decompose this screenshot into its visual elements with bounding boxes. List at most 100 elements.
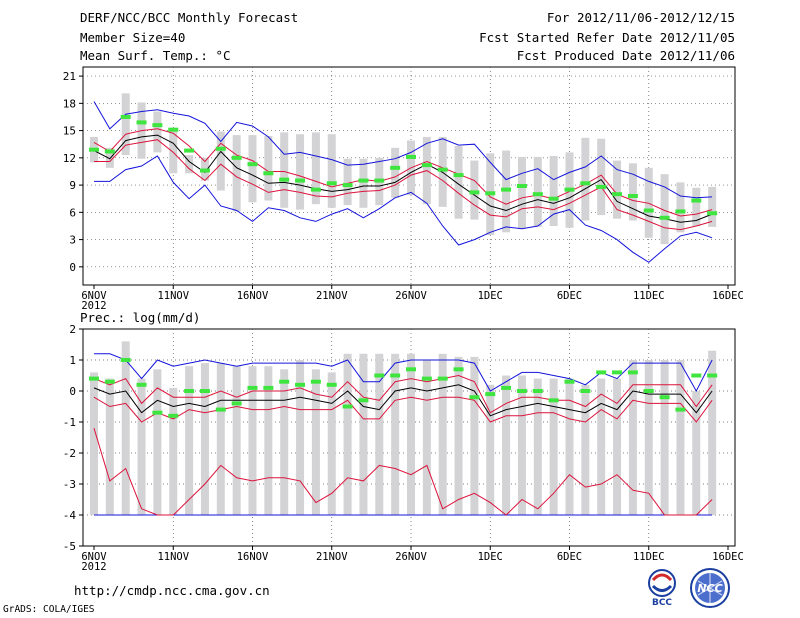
source-url: http://cmdp.ncc.cma.gov.cn: [74, 583, 270, 598]
precipitation-observed-mark: [326, 382, 337, 387]
precipitation-observed-mark: [659, 395, 670, 400]
precipitation-observed-mark: [532, 389, 543, 393]
temperature-y-tick-label: 18: [63, 97, 76, 110]
precipitation-observed-mark: [469, 395, 480, 400]
temperature-observed-mark: [596, 184, 607, 189]
precipitation-observed-mark: [406, 367, 416, 372]
precipitation-ensemble-bar: [438, 353, 447, 515]
temperature-observed-mark: [691, 198, 702, 203]
precipitation-observed-mark: [548, 398, 559, 403]
temperature-y-tick-label: 3: [69, 234, 76, 247]
temperature-ensemble-bar: [185, 155, 194, 174]
precipitation-observed-mark: [136, 382, 147, 387]
precipitation-observed-mark: [152, 410, 163, 415]
temperature-panel: 0 3 6 9 12 15 18 21 6NOV 11NOV 16NOV 21NOV 26NOV 1DEC…: [63, 66, 744, 312]
precipitation-x-tick-label: 16DEC: [712, 551, 744, 563]
precipitation-observed-mark: [310, 379, 321, 384]
temperature-observed-mark: [152, 123, 163, 128]
precipitation-ensemble-bar: [644, 360, 653, 515]
temperature-observed-mark: [295, 178, 306, 183]
temperature-ensemble-bar: [628, 163, 637, 221]
temperature-observed-mark: [501, 187, 512, 192]
temperature-observed-mark: [548, 196, 559, 201]
precipitation-ensemble-bar: [343, 353, 352, 515]
temperature-observed-mark: [390, 165, 401, 170]
precipitation-observed-mark: [691, 373, 702, 378]
temperature-ensemble-bar: [343, 158, 352, 206]
precipitation-observed-mark: [627, 370, 638, 375]
temperature-observed-mark: [310, 187, 321, 192]
precipitation-x-tick-label: 1DEC: [478, 551, 503, 563]
temperature-observed-mark: [659, 215, 670, 220]
temperature-observed-mark: [406, 154, 416, 159]
temperature-observed-mark: [326, 181, 337, 186]
precipitation-panel-title: Prec.: log(mm/d): [80, 310, 201, 325]
temperature-ensemble-mean-line: [93, 134, 713, 223]
precipitation-observed-mark: [707, 373, 718, 378]
temperature-ensemble-bar: [549, 156, 558, 226]
temperature-observed-mark: [421, 163, 432, 168]
precipitation-observed-mark: [120, 358, 131, 362]
temperature-observed-mark: [168, 127, 179, 132]
temperature-ensemble-bar: [327, 134, 336, 208]
precipitation-observed-mark: [215, 407, 226, 412]
precipitation-x-tick-label: 16NOV: [237, 551, 269, 563]
temperature-ensemble-bar: [264, 136, 273, 201]
temperature-ensemble-bar: [613, 160, 622, 219]
precipitation-observed-mark: [358, 398, 369, 403]
precipitation-observed-mark: [421, 376, 432, 381]
precipitation-observed-mark: [89, 376, 99, 381]
variable-label: Mean Surf. Temp.: °C: [80, 48, 231, 63]
precipitation-ensemble-bar: [264, 366, 273, 515]
member-size-label: Member Size=40: [80, 30, 186, 45]
temperature-observed-mark: [231, 155, 242, 160]
temperature-y-tick-label: 12: [63, 152, 76, 165]
temperature-x-tick-label: 11NOV: [157, 290, 189, 302]
temperature-x-tick-label: 1DEC: [478, 290, 503, 302]
temperature-observed-mark: [516, 183, 527, 188]
temperature-max-line: [93, 101, 713, 199]
temperature-ensemble-bar: [597, 138, 606, 216]
temperature-observed-mark: [89, 147, 99, 152]
temperature-ensemble-bar: [216, 131, 225, 191]
precipitation-observed-mark: [374, 373, 385, 378]
precipitation-y-tick-label: -5: [63, 540, 76, 553]
precipitation-y-tick-label: 0: [69, 385, 76, 398]
precipitation-ensemble-bar: [216, 363, 225, 515]
precipitation-x-tick-label: 26NOV: [395, 551, 427, 563]
precipitation-x-tick-label: 11DEC: [633, 551, 665, 563]
temperature-observed-mark: [707, 211, 718, 216]
precipitation-ensemble-bar: [153, 369, 162, 515]
temperature-observed-mark: [627, 193, 638, 198]
precipitation-ensemble-bar: [708, 350, 717, 515]
temperature-ensemble-bar: [311, 132, 320, 205]
temperature-ensemble-bar: [391, 147, 400, 198]
precipitation-ensemble-bar: [311, 369, 320, 515]
temperature-x-tick-label: 16NOV: [237, 290, 269, 302]
temperature-observed-mark: [247, 162, 258, 167]
precipitation-ensemble-bar: [296, 360, 305, 515]
precipitation-y-tick-label: 2: [69, 323, 76, 336]
temperature-y-tick-label: 9: [69, 179, 76, 192]
bcc-logo-icon: BCC: [648, 569, 676, 607]
precipitation-observed-mark: [231, 401, 242, 406]
precipitation-observed-mark: [279, 379, 290, 384]
svg-text:BCC: BCC: [652, 598, 672, 607]
temperature-observed-mark: [453, 173, 464, 178]
precipitation-observed-mark: [199, 389, 210, 393]
precipitation-observed-mark: [596, 370, 607, 375]
precipitation-observed-mark: [342, 404, 353, 409]
temperature-ensemble-bar: [454, 146, 463, 219]
temperature-ensemble-bar: [470, 160, 479, 220]
precipitation-ensemble-bar: [533, 378, 542, 515]
precipitation-max-line: [94, 353, 713, 393]
temperature-y-tick-label: 21: [63, 70, 76, 83]
temperature-ensemble-bar: [676, 182, 685, 233]
precipitation-observed-mark: [501, 385, 512, 390]
precipitation-x-tick-label: 6DEC: [557, 551, 582, 563]
precipitation-ensemble-bar: [200, 363, 209, 515]
temperature-observed-mark: [580, 181, 591, 186]
precipitation-ensemble-bar: [375, 353, 384, 515]
precipitation-observed-mark: [485, 392, 496, 397]
